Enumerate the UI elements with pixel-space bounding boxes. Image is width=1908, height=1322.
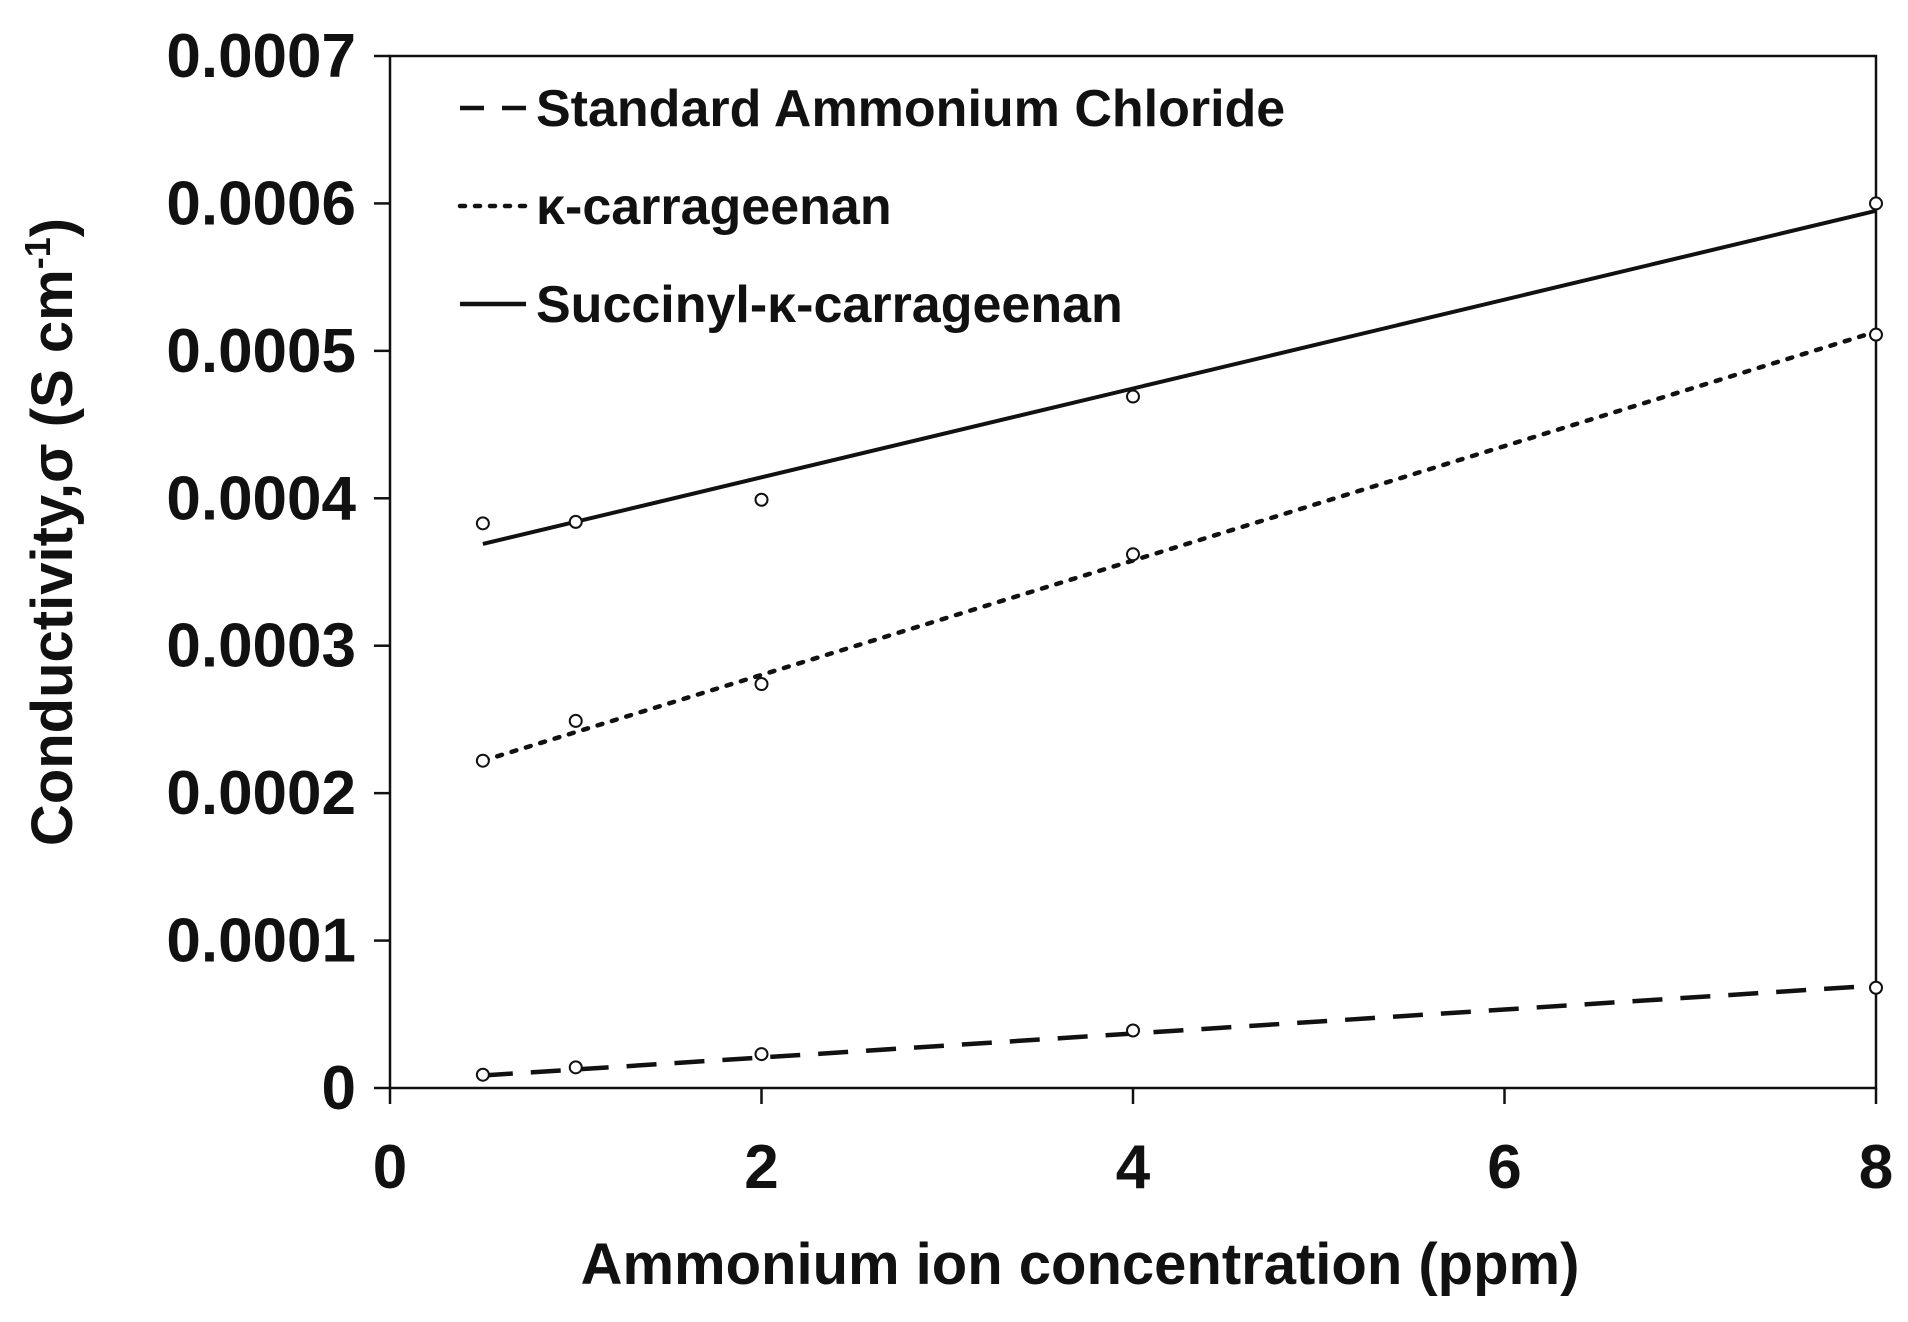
data-point bbox=[568, 713, 583, 728]
trendline-dotted bbox=[480, 329, 1879, 763]
data-point bbox=[1126, 547, 1140, 562]
ticks-layer: 0 0.0001 0.0002 0.0003 0.0004 0.0005 0.0006 0.0… bbox=[166, 22, 1893, 1202]
data-point bbox=[754, 677, 769, 692]
legend: Standard Ammonium Chloride κ-carrageenan S… bbox=[457, 80, 1285, 334]
data-point bbox=[1126, 1023, 1140, 1038]
trendline-solid bbox=[482, 208, 1877, 546]
x-tick-label: 8 bbox=[1859, 1133, 1893, 1202]
y-axis-title-close: ) bbox=[20, 218, 85, 237]
data-point bbox=[1869, 980, 1883, 995]
y-tick-label: 0.0007 bbox=[166, 22, 356, 91]
series-3 bbox=[475, 196, 1883, 546]
data-point bbox=[568, 514, 583, 529]
x-tick-label: 4 bbox=[1116, 1133, 1151, 1202]
y-tick-label: 0 bbox=[322, 1054, 356, 1123]
x-tick-label: 0 bbox=[373, 1133, 407, 1202]
data-point bbox=[1869, 196, 1883, 211]
series-2 bbox=[475, 327, 1883, 768]
x-axis-title: Ammonium ion concentration (ppm) bbox=[581, 1232, 1580, 1297]
data-point bbox=[1126, 389, 1140, 404]
y-axis-title: Conductivity,σ (S cm-1) bbox=[17, 218, 85, 846]
data-point bbox=[1869, 327, 1883, 342]
x-tick-label: 2 bbox=[744, 1133, 778, 1202]
y-axis-title-main: Conductivity,σ (S cm bbox=[20, 269, 85, 846]
y-tick-label: 0.0005 bbox=[166, 317, 356, 386]
legend-label: κ-carrageenan bbox=[536, 178, 892, 236]
y-tick-label: 0.0004 bbox=[166, 464, 356, 533]
y-tick-label: 0.0001 bbox=[166, 907, 356, 976]
data-point bbox=[754, 1047, 769, 1062]
data-point bbox=[568, 1060, 583, 1075]
y-tick-label: 0.0006 bbox=[166, 169, 356, 238]
data-point bbox=[475, 516, 490, 531]
data-point bbox=[475, 753, 490, 768]
y-tick-label: 0.0002 bbox=[166, 759, 356, 828]
x-tick-label: 6 bbox=[1487, 1133, 1521, 1202]
series-1 bbox=[475, 980, 1883, 1082]
y-tick-label: 0.0003 bbox=[166, 612, 356, 681]
data-point bbox=[475, 1067, 490, 1082]
trendline-dashed bbox=[482, 983, 1877, 1078]
legend-label: Succinyl-κ-carrageenan bbox=[536, 276, 1123, 334]
data-point bbox=[754, 492, 769, 507]
y-axis-title-superscript: -1 bbox=[17, 237, 58, 269]
series-layer bbox=[475, 196, 1883, 1082]
legend-label: Standard Ammonium Chloride bbox=[536, 80, 1285, 138]
